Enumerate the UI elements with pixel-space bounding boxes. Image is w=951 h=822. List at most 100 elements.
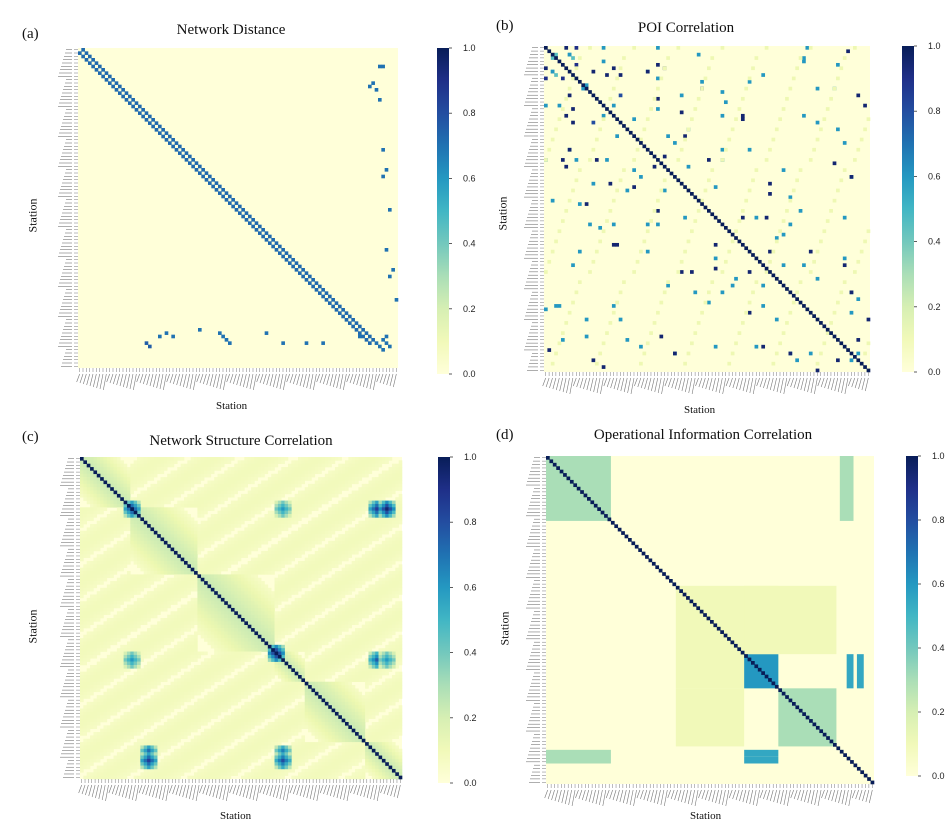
heatmap-cell <box>126 571 131 575</box>
heatmap-cell <box>304 278 309 282</box>
heatmap-cell <box>294 547 299 552</box>
heatmap-cell <box>100 480 104 485</box>
heatmap-cell <box>618 66 623 71</box>
heatmap-cell <box>168 134 172 139</box>
heatmap-cell <box>560 331 565 335</box>
heatmap-cell <box>348 507 352 511</box>
heatmap-cell <box>238 211 242 215</box>
heatmap-cell <box>83 587 87 592</box>
heatmap-cell <box>591 120 596 125</box>
heatmap-cell <box>381 591 386 595</box>
heatmap-cell <box>358 457 363 461</box>
heatmap-cell <box>321 547 326 552</box>
heatmap-cell <box>257 507 262 511</box>
heatmap-cell <box>261 594 265 599</box>
heatmap-cell <box>321 463 326 468</box>
heatmap-cell <box>86 483 91 488</box>
heatmap-cell <box>191 158 195 162</box>
heatmap-cell <box>277 480 282 485</box>
heatmap-cell <box>93 457 98 461</box>
heatmap-cell <box>737 239 742 244</box>
heatmap-cell <box>157 463 161 468</box>
heatmap-cell <box>391 581 396 585</box>
heatmap-cell <box>143 467 148 471</box>
heatmap-cell <box>110 591 114 595</box>
heatmap-cell <box>267 490 272 495</box>
heatmap-cell <box>126 490 131 495</box>
heatmap-cell <box>133 547 138 552</box>
heatmap-cell <box>237 470 242 475</box>
heatmap-cell <box>170 564 175 568</box>
heatmap-cell <box>700 202 704 206</box>
heatmap-cell <box>264 487 269 491</box>
heatmap-cell <box>160 503 165 508</box>
heatmap-cell <box>365 490 369 495</box>
heatmap-cell <box>83 577 87 582</box>
heatmap-cell <box>344 483 349 488</box>
heatmap-cell <box>294 554 299 558</box>
heatmap-cell <box>120 547 124 552</box>
heatmap-cell <box>294 460 299 464</box>
heatmap-cell <box>187 540 191 545</box>
heatmap-cell <box>550 52 555 57</box>
heatmap-cell <box>106 534 111 538</box>
heatmap-cell <box>615 300 620 305</box>
heatmap-cell <box>200 460 205 464</box>
heatmap-cell <box>93 507 98 511</box>
heatmap-cell <box>83 547 87 552</box>
heatmap-cell <box>120 463 124 468</box>
heatmap-cell <box>666 168 670 172</box>
heatmap-cell <box>150 560 155 565</box>
heatmap-cell <box>324 473 329 478</box>
heatmap-cell <box>150 574 155 579</box>
heatmap-cell <box>140 564 145 568</box>
heatmap-cell <box>267 500 272 505</box>
heatmap-cell <box>210 594 215 599</box>
heatmap-cell <box>271 467 275 471</box>
heatmap-cell <box>341 574 346 579</box>
heatmap-cell <box>190 483 195 488</box>
heatmap-cell <box>267 550 272 555</box>
heatmap-cell <box>160 571 165 575</box>
heatmap-cell <box>83 477 87 481</box>
heatmap-cell <box>106 500 111 505</box>
heatmap-cell <box>368 550 373 555</box>
heatmap-cell <box>798 56 803 60</box>
heatmap-cell <box>247 537 252 542</box>
heatmap-cell <box>120 520 124 525</box>
x-tick-label <box>776 377 781 393</box>
heatmap-cell <box>163 517 168 522</box>
heatmap-cell <box>277 517 282 522</box>
heatmap-cell <box>133 487 138 491</box>
heatmap-cell <box>83 490 87 495</box>
heatmap-cell <box>188 161 192 165</box>
heatmap-cell <box>140 567 145 572</box>
heatmap-cell <box>153 574 158 579</box>
heatmap-cell <box>381 174 385 179</box>
heatmap-cell <box>170 477 175 481</box>
heatmap-cell <box>194 567 198 572</box>
heatmap-cell <box>183 497 188 501</box>
heatmap-cell <box>157 493 161 498</box>
heatmap-cell <box>113 510 118 515</box>
heatmap-cell <box>308 524 312 528</box>
heatmap-cell <box>100 463 104 468</box>
heatmap-cell <box>385 544 389 548</box>
heatmap-cell <box>267 487 272 491</box>
heatmap-cell <box>237 520 242 525</box>
x-tick-label <box>746 377 750 393</box>
heatmap-cell <box>287 497 292 501</box>
heatmap-cell <box>304 467 309 471</box>
heatmap-cell <box>344 503 349 508</box>
heatmap-cell <box>133 483 138 488</box>
heatmap-cell <box>351 540 356 545</box>
heatmap-cell <box>123 581 128 585</box>
heatmap-cell <box>291 477 295 481</box>
heatmap-cell <box>220 473 225 478</box>
heatmap-cell <box>230 587 235 592</box>
heatmap-cell <box>137 457 141 461</box>
heatmap-cell <box>207 524 212 528</box>
x-tick-label <box>732 377 737 389</box>
heatmap-cell <box>113 500 118 505</box>
heatmap-cell <box>116 460 121 464</box>
